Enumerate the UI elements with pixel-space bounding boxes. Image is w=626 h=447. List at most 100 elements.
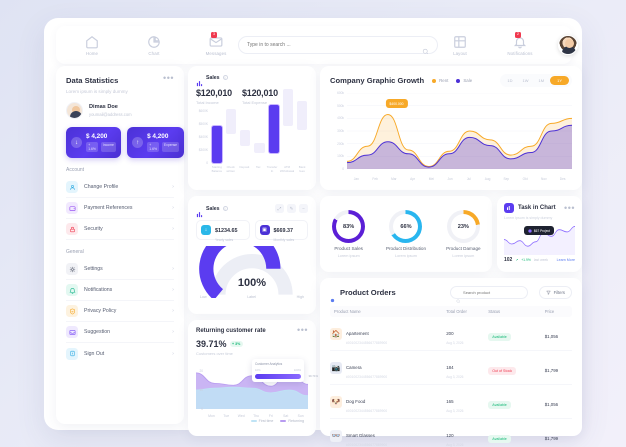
sidebar-item-sign-out[interactable]: Sign Out ›	[66, 343, 174, 364]
returning-x-tick: Wed	[237, 414, 245, 418]
company-growth-panel: Company Graphic Growth Rent Sale 1D 1W 1M 1…	[320, 66, 582, 190]
global-search-input[interactable]	[247, 42, 418, 48]
task-title: Task in Chart	[518, 205, 556, 211]
nav-left-group: Home Chart 3 Messages	[56, 31, 238, 56]
product-damage-label: Product Damage	[446, 246, 481, 251]
sidebar-item-notifications[interactable]: Notifications ›	[66, 280, 174, 301]
sales-bar-y-axis: $600K $500K $400K $300K 0	[196, 109, 210, 165]
task-learn-more-link[interactable]: Learn More	[556, 258, 575, 262]
nav-item-messages[interactable]: 3 Messages	[194, 31, 238, 56]
table-row[interactable]: 🐶 Dog Food #001002344556677889900 165 Aug 3,…	[330, 384, 572, 419]
arrow-down-circle-icon: ↓	[71, 137, 82, 148]
product-name: Apartement	[346, 331, 369, 336]
nav-label-layout: Layout	[453, 50, 467, 56]
gauge-tools: ⤢ ✎ −	[275, 204, 308, 213]
kpi-product-sales: 83% Product Sales Lorem ipsum	[320, 210, 377, 258]
monthly-sales-value: $669.37	[273, 227, 294, 234]
task-subtitle: Lorem ipsum is simply dummy	[504, 216, 553, 220]
sidebar-item-privacy-policy[interactable]: Privacy Policy ›	[66, 301, 174, 322]
home-icon	[85, 35, 99, 49]
sales-bar-plot: $600K $500K $400K $300K 0 Starting Balance Ch…	[196, 89, 308, 173]
sales-x-tick: Tax	[255, 165, 261, 170]
edit-icon[interactable]: ✎	[287, 204, 296, 213]
minimize-icon[interactable]: −	[299, 204, 308, 213]
nav-item-notifications[interactable]: 2 Notifications	[498, 31, 542, 56]
growth-range-1m[interactable]: 1M	[538, 78, 545, 83]
expense-card[interactable]: ↑ $ 4,200 + 1.6% Expense	[127, 127, 185, 158]
section-label-general: General	[66, 249, 84, 255]
nav-item-layout[interactable]: Layout	[438, 35, 482, 56]
orders-search-box[interactable]	[449, 286, 528, 303]
cell-total-order: 184 Aug 3, 2026	[446, 350, 489, 385]
profile-block[interactable]: Dimas Doe youmail@address.com	[66, 102, 174, 119]
cell-total-order: 165 Aug 3, 2026	[446, 384, 489, 419]
nav-label-chart: Chart	[148, 50, 160, 56]
sidebar-label-sign-out: Sign Out	[84, 350, 105, 357]
task-line-chart	[503, 225, 576, 255]
returning-x-axis: Mon Tue Wed Thu Fri Sat Sun	[204, 414, 308, 418]
sales-bar-column	[268, 104, 280, 163]
growth-x-axis: Jan Feb Mar Apr Mei Jun Jul Aug Sep Okt Nov Des	[347, 177, 572, 181]
sales-y-tick: $600K	[198, 109, 208, 113]
sales-bar-bars	[211, 89, 308, 163]
sales-bar	[226, 109, 237, 135]
expand-icon[interactable]: ⤢	[275, 204, 284, 213]
trend-up-icon: ↗	[515, 258, 519, 262]
table-row[interactable]: 👓 Smart Glasses #001002344556677889900 120 A…	[330, 418, 572, 447]
orders-search-input[interactable]	[463, 290, 522, 295]
product-kpi-panel: 83% Product Sales Lorem ipsum 66% Produc…	[320, 196, 492, 272]
gauge-header: Sales i ⤢ ✎ −	[196, 204, 308, 218]
cell-total-order: 200 Aug 3, 2026	[446, 317, 489, 351]
returning-chip: + 3%	[229, 341, 243, 347]
task-icon	[504, 203, 514, 213]
returning-value: 39.71% + 3%	[196, 339, 308, 349]
table-row[interactable]: 🏠 Apartement #001002344556677889900 200 Aug …	[330, 317, 572, 351]
returning-more-button[interactable]: •••	[297, 325, 308, 335]
info-icon[interactable]: i	[222, 206, 228, 211]
price-value: $1,799	[544, 435, 559, 441]
orders-table-body: 🏠 Apartement #001002344556677889900 200 Aug …	[330, 317, 572, 447]
logout-icon	[66, 347, 78, 360]
orders-column-header: Status	[488, 306, 545, 317]
legend-sale-label: Sale	[463, 78, 473, 83]
nav-item-home[interactable]: Home	[70, 35, 114, 56]
info-icon[interactable]: i	[222, 75, 228, 80]
arrow-up-circle-icon: ↑	[132, 137, 144, 148]
product-distribution-value: 66%	[400, 223, 412, 230]
growth-x-tick: Mar	[391, 177, 397, 181]
growth-range-1w[interactable]: 1W	[522, 78, 529, 83]
order-date: Aug 3, 2026	[446, 341, 464, 345]
sidebar-item-change-profile[interactable]: Change Profile ›	[66, 177, 174, 198]
sidebar-item-suggestion[interactable]: Suggestion ›	[66, 322, 174, 343]
filters-button[interactable]: Filters	[538, 286, 572, 299]
sidebar-item-payment-references[interactable]: Payment References ›	[66, 198, 174, 219]
expense-type-tag: Expense	[161, 142, 180, 152]
sidebar-more-button[interactable]: •••	[163, 73, 174, 83]
income-pct-tag: + 1.6%	[86, 142, 99, 152]
income-card[interactable]: ↓ $ 4,200 + 1.6% Income	[66, 127, 122, 158]
sidebar-item-settings[interactable]: Settings ›	[66, 259, 174, 280]
sales-x-tick: ATM Withdrawal	[279, 165, 295, 173]
nav-label-notifications: Notifications	[507, 50, 533, 56]
tooltip-left: 10%	[255, 367, 261, 372]
nav-item-chart[interactable]: Chart	[132, 35, 176, 56]
cell-price: $1,056	[544, 384, 572, 419]
sidebar-item-security[interactable]: Security ›	[66, 219, 174, 240]
chevron-right-icon: ›	[172, 287, 174, 293]
global-search-box[interactable]	[238, 36, 438, 54]
table-row[interactable]: 📷 Camera #001002344556677889900 184 Aug 3, 2…	[330, 350, 572, 385]
growth-y-tick: 500k	[337, 103, 344, 108]
growth-y-tick: 0	[342, 167, 344, 171]
cell-status: Available	[488, 418, 545, 447]
growth-range-toggle[interactable]: 1D 1W 1M 1Y	[500, 74, 572, 87]
avatar[interactable]	[558, 35, 578, 55]
growth-range-1y[interactable]: 1Y	[550, 76, 569, 85]
growth-y-tick: 600k	[337, 91, 344, 95]
product-damage-sub: Lorem ipsum	[452, 254, 475, 258]
growth-x-tick: Sep	[503, 177, 510, 181]
task-more-button[interactable]: •••	[564, 203, 575, 213]
product-sales-value: 83%	[343, 223, 355, 230]
bar-chart-icon	[196, 74, 203, 87]
kpi-product-damage: 23% Product Damage Lorem ipsum	[435, 210, 492, 258]
growth-range-1d[interactable]: 1D	[507, 78, 513, 83]
